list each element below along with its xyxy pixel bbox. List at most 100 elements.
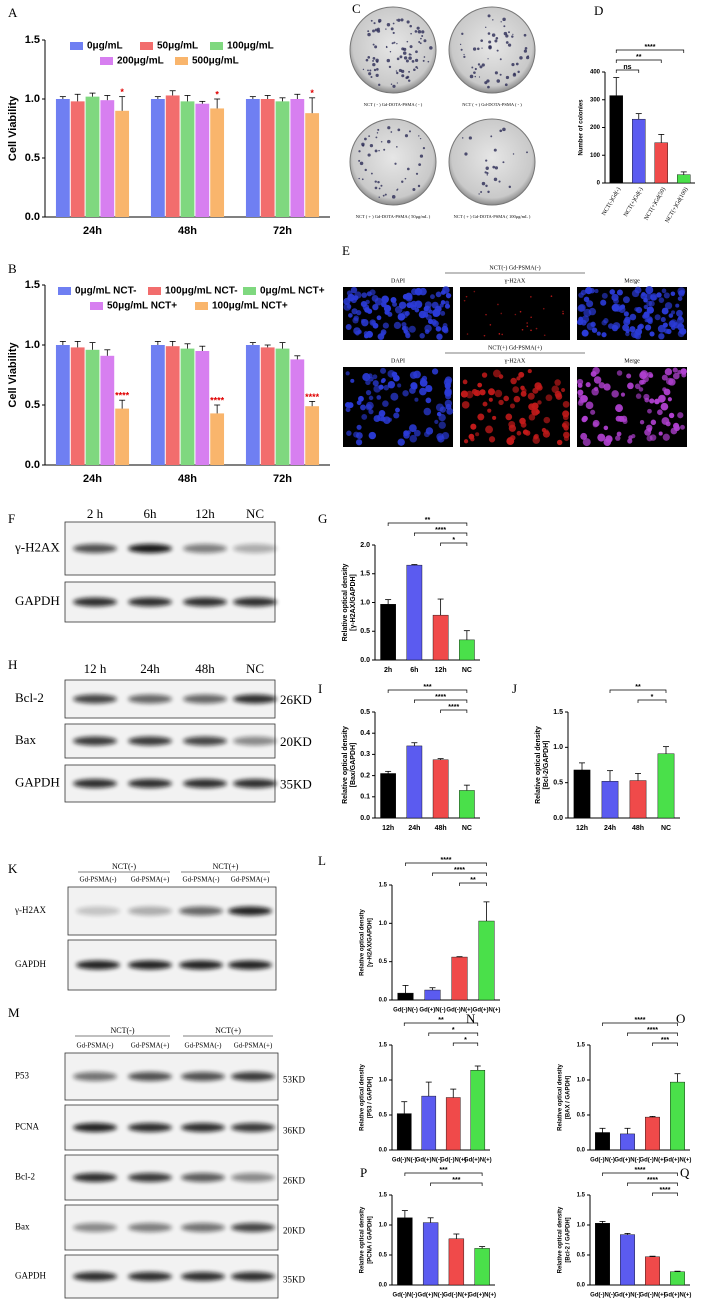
colony (463, 55, 466, 58)
y-tick-label: 0.0 (25, 211, 40, 223)
nucleus (603, 425, 609, 431)
nucleus (657, 395, 666, 403)
colony (387, 126, 391, 130)
significance: ns (623, 64, 631, 71)
significance: **** (305, 392, 320, 402)
colony (397, 128, 401, 132)
nucleus (645, 286, 654, 295)
x-tick-label: 6h (410, 667, 418, 674)
y-tick-label: 1.0 (379, 1078, 388, 1084)
blot-row-label: Bax (15, 1222, 30, 1232)
nucleus (647, 427, 652, 432)
legend-swatch (70, 42, 83, 50)
panel-label: H (8, 657, 17, 672)
nucleus (554, 379, 561, 386)
nucleus (485, 313, 487, 316)
nucleus (649, 331, 655, 337)
nucleus (473, 290, 476, 293)
nucleus (363, 333, 369, 339)
colony (492, 19, 494, 21)
nucleus (521, 328, 524, 331)
nucleus (588, 307, 597, 316)
colony (376, 29, 381, 33)
colony (396, 19, 398, 21)
nucleus (680, 424, 685, 430)
nucleus (435, 291, 442, 298)
nucleus (471, 388, 478, 395)
colony (419, 137, 422, 140)
colony (417, 184, 421, 188)
bar (397, 992, 414, 1001)
bar (445, 1097, 461, 1151)
bar (573, 769, 591, 819)
plate-caption: NCT ( + ) Gd-DOTA-PSMA ( - ) (462, 102, 522, 107)
y-tick-label: 1.0 (577, 1078, 586, 1084)
colony (414, 30, 418, 33)
y-tick-label: 0 (597, 181, 601, 187)
colony (409, 24, 412, 28)
bar (290, 99, 305, 217)
colony (372, 59, 375, 62)
blot-row-label: GAPDH (15, 959, 47, 969)
nucleus (639, 420, 645, 425)
x-tick-label: Gd(-)N(+) (443, 1293, 469, 1299)
blot-band (231, 1072, 275, 1081)
nucleus (562, 312, 564, 315)
lane-label: Gd-PSMA(-) (185, 1042, 223, 1050)
blot-row-label: γ-H2AX (14, 905, 46, 915)
nucleus (578, 393, 583, 399)
bar (609, 95, 623, 184)
nucleus (368, 409, 374, 415)
nucleus (612, 322, 621, 330)
nucleus (361, 414, 368, 420)
lane-label: Gd-PSMA(-) (183, 876, 221, 884)
nucleus (387, 380, 396, 389)
colony (374, 186, 378, 190)
panel-label: A (8, 5, 18, 20)
nucleus (656, 292, 662, 298)
nucleus (649, 398, 655, 404)
nucleus (468, 433, 475, 440)
colony (481, 63, 485, 67)
colony (365, 58, 369, 62)
nucleus (512, 386, 520, 393)
colony (508, 31, 510, 34)
nucleus (631, 289, 640, 298)
nucleus (643, 311, 650, 318)
significance: **** (115, 391, 130, 401)
colony (486, 171, 489, 175)
nucleus (506, 437, 515, 446)
y-axis-label: Relative optical density (360, 1064, 366, 1131)
nucleus (445, 292, 452, 299)
blot-band (128, 1072, 172, 1081)
colony (411, 59, 415, 63)
lane-label: NC (246, 661, 264, 676)
nucleus (597, 433, 606, 442)
nucleus (623, 311, 629, 317)
colony (401, 180, 404, 183)
nucleus (533, 434, 538, 440)
colony (511, 62, 515, 67)
blot-band (73, 1072, 117, 1081)
colony (494, 166, 499, 170)
legend-label: 50μg/mL NCT+ (107, 301, 177, 312)
x-tick-label: 24h (604, 825, 616, 832)
nucleus (435, 326, 442, 332)
bar (305, 406, 320, 465)
blot-band (228, 960, 272, 970)
nucleus (625, 331, 630, 337)
colony (505, 75, 510, 80)
nucleus (391, 371, 398, 378)
plate-caption: NCT ( + ) Gd-DOTA-PSMA ( 100μg/mL ) (454, 214, 531, 219)
bar (150, 345, 165, 465)
y-tick-label: 0.5 (25, 152, 40, 164)
colony (406, 75, 410, 79)
colony (495, 37, 499, 40)
blot-band (179, 960, 223, 970)
nucleus (530, 329, 532, 332)
blot-row-label: Bcl-2 (15, 690, 44, 705)
colony (418, 41, 421, 43)
bar (55, 99, 70, 217)
nucleus (498, 399, 504, 406)
legend-swatch (140, 42, 153, 50)
